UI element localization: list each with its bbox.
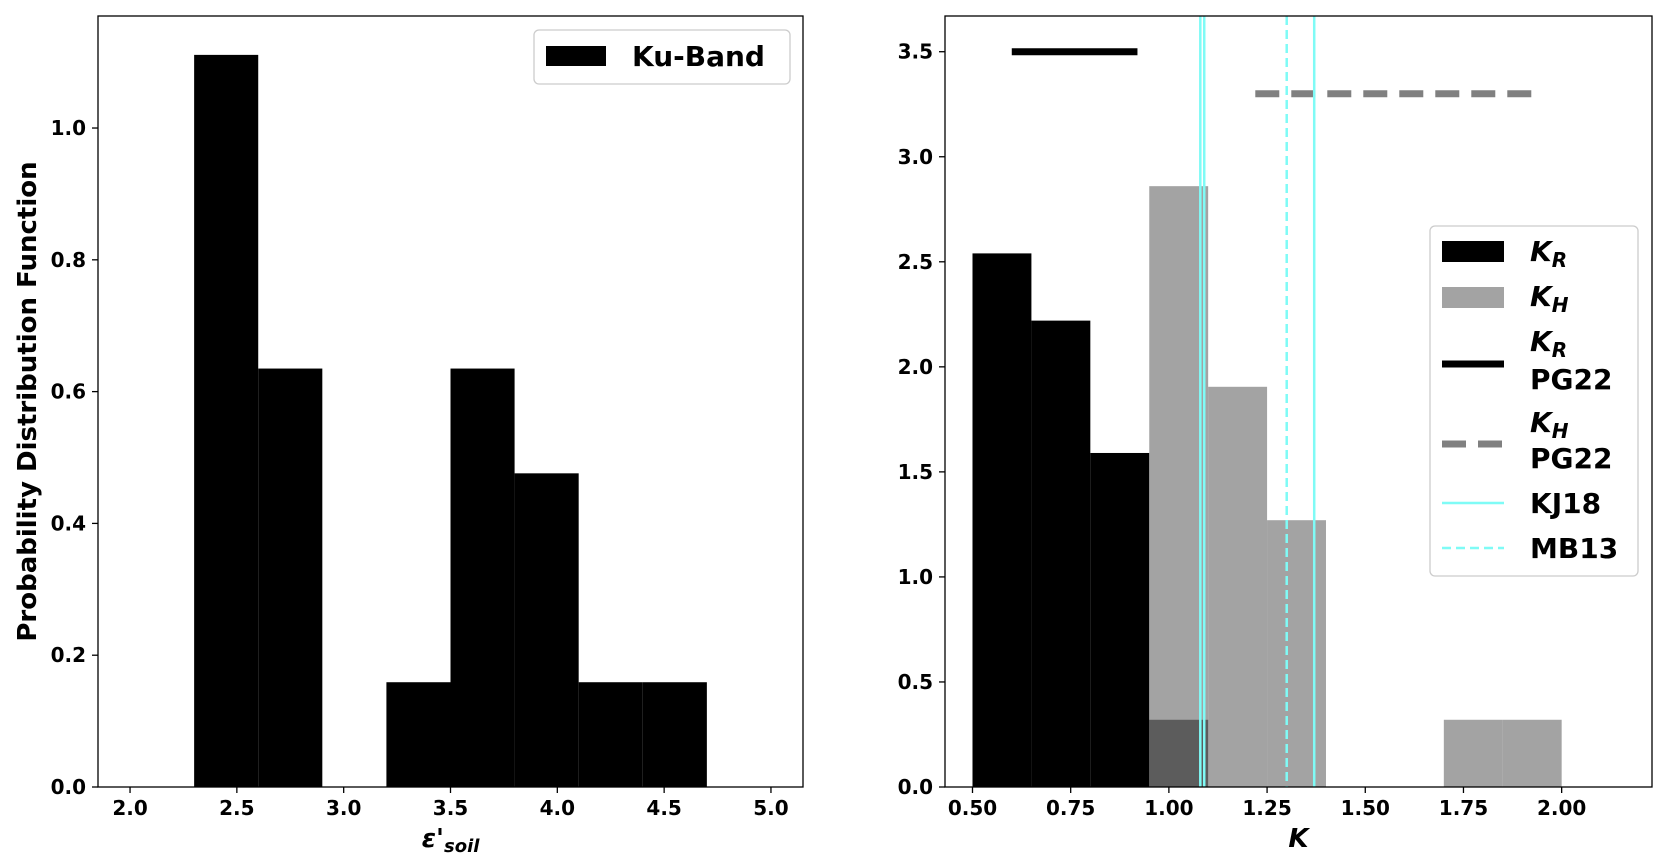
legend-label-kr-sub: R xyxy=(1552,248,1567,272)
legend-label-kh: KH xyxy=(1530,280,1569,317)
bar-1-2 xyxy=(1267,520,1326,787)
legend-label-kh-pg22: KH xyxy=(1530,406,1569,443)
bar-0-7 xyxy=(642,682,707,787)
legend-swatch-kh xyxy=(1442,287,1504,308)
legend-label-kr: KR xyxy=(1530,235,1567,272)
x-tick-label: 5.0 xyxy=(753,796,788,820)
x-axis-label: ε'soil xyxy=(422,824,481,857)
bar-0-6 xyxy=(578,682,643,787)
bar-0-3 xyxy=(386,682,451,787)
bar-1-1 xyxy=(1208,386,1268,787)
y-tick-label: 2.5 xyxy=(898,250,933,274)
legend-frame xyxy=(533,29,791,85)
x-tick-label: 1.25 xyxy=(1242,796,1291,820)
bar-1-5 xyxy=(1443,719,1503,787)
legend-label-ku-band: Ku-Band xyxy=(632,40,765,73)
x-tick-label: 0.50 xyxy=(948,796,997,820)
legend-label-kh-pg22-sub: H xyxy=(1552,419,1569,443)
bar-0-4 xyxy=(450,368,515,787)
y-tick-label: 3.0 xyxy=(898,145,933,169)
legend-label-kr-pg22: KR xyxy=(1530,325,1567,362)
y-tick-label: 0.4 xyxy=(51,511,86,535)
y-tick-label: 0.0 xyxy=(51,775,86,799)
y-tick-label: 0.2 xyxy=(51,643,86,667)
x-tick-label: 2.5 xyxy=(219,796,254,820)
y-tick-label: 2.0 xyxy=(898,355,933,379)
y-tick-label: 0.6 xyxy=(51,380,86,404)
legend-label-mb13: MB13 xyxy=(1530,532,1618,565)
x-axis-label-main: K xyxy=(1288,824,1310,854)
bar-1-0 xyxy=(1149,186,1209,788)
legend-label-kr-pg22-sub: R xyxy=(1552,338,1567,362)
x-tick-label: 0.75 xyxy=(1046,796,1095,820)
y-tick-label: 1.5 xyxy=(898,460,933,484)
y-tick-label: 0.8 xyxy=(51,248,86,272)
legend-swatch-ku-band xyxy=(546,46,606,66)
y-axis-label: Probability Distribution Function xyxy=(13,161,43,641)
legend-label-kh-pg22-main: K xyxy=(1530,406,1554,439)
legend-label-kr-pg22-main: K xyxy=(1530,325,1554,358)
legend: Ku-Band xyxy=(533,29,791,85)
x-axis-label: K xyxy=(1288,824,1310,854)
legend-label-kj18: KJ18 xyxy=(1530,487,1601,520)
x-tick-label: 1.75 xyxy=(1439,796,1488,820)
x-tick-label: 4.0 xyxy=(540,796,575,820)
legend-label-kr-pg22-line2: PG22 xyxy=(1530,363,1612,396)
right-chart: 0.50 0.75 1.00 1.25 1.50 1.75 2.00 0.0 0.5 1.0 1.5… xyxy=(898,15,1653,854)
y-tick-label: 0.5 xyxy=(898,670,933,694)
y-tick-label: 0.0 xyxy=(898,775,933,799)
x-tick-label: 2.0 xyxy=(112,796,147,820)
legend-label-kr-main: K xyxy=(1530,235,1554,268)
bar-0-1 xyxy=(1031,320,1091,787)
x-tick-label: 4.5 xyxy=(646,796,681,820)
x-axis-label-main: ε' xyxy=(422,824,444,854)
bar-0-2 xyxy=(1090,452,1150,787)
x-tick-label: 1.50 xyxy=(1341,796,1390,820)
bar-0-0 xyxy=(972,253,1032,788)
left-chart: 2.0 2.5 3.0 3.5 4.0 4.5 5.0 0.0 0.2 0.4 0.6 0.8 1.0 ε… xyxy=(13,15,804,857)
bar-1-6 xyxy=(1502,719,1562,787)
x-tick-label: 3.5 xyxy=(433,796,468,820)
legend-swatch-kr xyxy=(1442,241,1504,262)
legend-label-kh-pg22-line2: PG22 xyxy=(1530,442,1612,475)
y-tick-label: 1.0 xyxy=(51,116,86,140)
bar-0-5 xyxy=(514,473,579,787)
legend-label-kh-main: K xyxy=(1530,280,1554,313)
x-tick-label: 3.0 xyxy=(326,796,361,820)
legend-label-kh-sub: H xyxy=(1552,293,1569,317)
x-axis-label-sub: soil xyxy=(444,836,480,857)
x-tick-label: 1.00 xyxy=(1144,796,1193,820)
y-tick-label: 1.0 xyxy=(898,565,933,589)
x-tick-label: 2.00 xyxy=(1537,796,1586,820)
bar-0-0 xyxy=(194,54,259,787)
axes-frame xyxy=(944,15,1653,788)
legend-frame xyxy=(1429,225,1639,577)
bar-0-1 xyxy=(258,368,323,787)
y-tick-label: 3.5 xyxy=(898,40,933,64)
